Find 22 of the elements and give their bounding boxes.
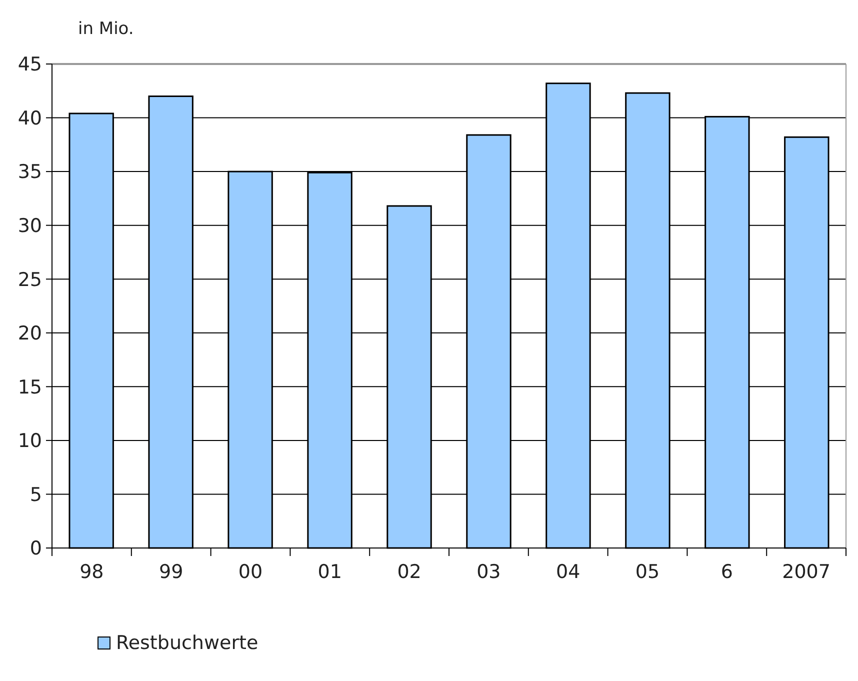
y-tick-label: 35	[18, 161, 42, 184]
y-tick-label: 0	[30, 538, 42, 560]
y-tick-label: 5	[30, 484, 42, 506]
y-tick-label: 20	[18, 322, 42, 345]
x-tick-label: 98	[80, 561, 104, 583]
x-tick-label: 04	[556, 561, 580, 583]
y-tick-label: 40	[18, 107, 42, 130]
x-tick-label: 00	[238, 561, 263, 583]
x-tick-label: 03	[476, 561, 501, 583]
y-axis-title: in Mio.	[78, 19, 134, 39]
x-tick-label: 2007	[782, 561, 830, 583]
y-tick-label: 15	[18, 376, 42, 398]
legend-label: Restbuchwerte	[116, 632, 258, 654]
x-tick-label: 99	[159, 561, 184, 583]
y-tick-label: 25	[18, 268, 42, 291]
x-tick-label: 02	[397, 561, 422, 583]
y-tick-label: 10	[18, 430, 42, 452]
y-tick-label: 30	[18, 214, 42, 237]
x-tick-label: 05	[635, 561, 660, 583]
x-tick-label: 6	[720, 561, 733, 583]
y-tick-label: 45	[18, 54, 42, 76]
x-tick-label: 01	[318, 561, 342, 583]
